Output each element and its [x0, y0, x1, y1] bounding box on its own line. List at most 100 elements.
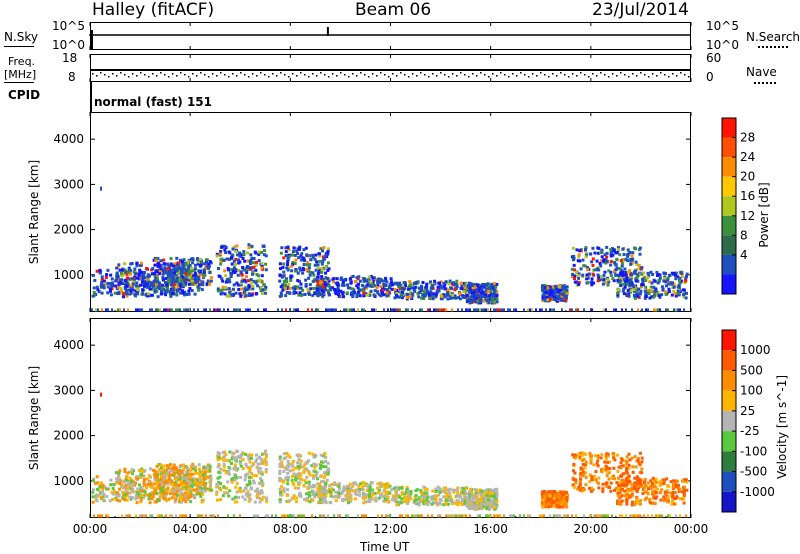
echo-cell [205, 469, 209, 473]
echo-cell [455, 279, 459, 283]
echo-cell [260, 470, 264, 474]
echo-cell [292, 494, 296, 498]
echo-cell [170, 479, 174, 483]
echo-cell [457, 290, 461, 294]
echo-cell [170, 291, 174, 295]
echo-cell [394, 497, 398, 501]
echo-cell [493, 296, 497, 300]
echo-cell [203, 489, 207, 493]
echo-cell [140, 473, 144, 477]
echo-cell [670, 293, 674, 297]
echo-cell [110, 287, 114, 291]
echo-cell [307, 471, 311, 475]
echo-cell [285, 290, 289, 294]
echo-cell [472, 494, 476, 498]
echo-cell [309, 287, 313, 291]
echo-cell [676, 275, 680, 279]
echo-cell [159, 471, 163, 475]
echo-cell [286, 493, 290, 497]
echo-cell [219, 262, 223, 266]
echo-cell [429, 308, 431, 312]
echo-cell [260, 498, 264, 502]
echo-cell [162, 478, 166, 482]
echo-cell [339, 276, 343, 280]
echo-cell [221, 494, 225, 498]
nave-dot [252, 73, 254, 75]
echo-cell [194, 276, 198, 280]
echo-cell [495, 300, 499, 304]
freq-tick-bottom: 8 [68, 70, 76, 84]
echo-cell [220, 277, 224, 281]
echo-cell [278, 294, 282, 298]
echo-cell [173, 500, 177, 504]
echo-cell [115, 498, 119, 502]
echo-cell [170, 271, 174, 275]
echo-cell [151, 267, 155, 271]
echo-cell [586, 266, 590, 270]
echo-cell [623, 273, 627, 277]
echo-cell [225, 294, 229, 298]
echo-cell [484, 293, 488, 297]
echo-cell [229, 271, 233, 275]
echo-cell [234, 257, 238, 261]
echo-cell [106, 268, 110, 272]
echo-cell [399, 284, 403, 288]
echo-cell [98, 485, 102, 489]
echo-cell [320, 268, 324, 272]
echo-cell [172, 494, 176, 498]
echo-cell [369, 289, 373, 293]
echo-cell [279, 291, 283, 295]
echo-cell [196, 258, 200, 262]
echo-cell [244, 473, 248, 477]
echo-cell [297, 486, 301, 490]
echo-cell [216, 287, 220, 291]
echo-cell [206, 279, 210, 283]
echo-cell [346, 496, 350, 500]
echo-cell [577, 308, 579, 312]
echo-cell [159, 267, 163, 271]
echo-cell [302, 484, 306, 488]
echo-cell [116, 491, 120, 495]
echo-cell [335, 308, 337, 312]
echo-cell [237, 308, 239, 312]
echo-cell [552, 297, 556, 301]
echo-cell [312, 455, 316, 459]
echo-cell [154, 282, 158, 286]
echo-cell [529, 308, 531, 312]
echo-cell [628, 280, 632, 284]
echo-cell [281, 283, 285, 287]
echo-cell [220, 245, 224, 249]
nave-dot [384, 74, 386, 76]
echo-cell [138, 469, 142, 473]
echo-cell [321, 499, 325, 503]
echo-cell [221, 279, 225, 283]
echo-cell [405, 485, 409, 489]
echo-cell [342, 485, 346, 489]
echo-cell [428, 290, 432, 294]
velocity-colorbar-tick-label: -25 [740, 424, 760, 438]
echo-cell [139, 500, 143, 504]
echo-cell [243, 291, 247, 295]
echo-cell [312, 279, 316, 283]
echo-cell [657, 308, 659, 312]
echo-cell [259, 462, 263, 466]
echo-cell [557, 289, 561, 293]
echo-cell [367, 275, 371, 279]
echo-cell [322, 266, 326, 270]
echo-cell [223, 308, 225, 312]
velocity-colorbar-segment [722, 451, 736, 472]
echo-cell [441, 293, 445, 297]
echo-cell [600, 277, 604, 281]
echo-cell [121, 273, 125, 277]
echo-cell [243, 285, 247, 289]
echo-cell [431, 489, 435, 493]
echo-cell [166, 267, 170, 271]
echo-cell [121, 282, 125, 286]
echo-cell [414, 493, 418, 497]
echo-cell [237, 496, 241, 500]
echo-cell [123, 268, 127, 272]
echo-cell [630, 456, 634, 460]
echo-cell [666, 280, 670, 284]
echo-cell [93, 278, 97, 282]
echo-cell [167, 289, 171, 293]
